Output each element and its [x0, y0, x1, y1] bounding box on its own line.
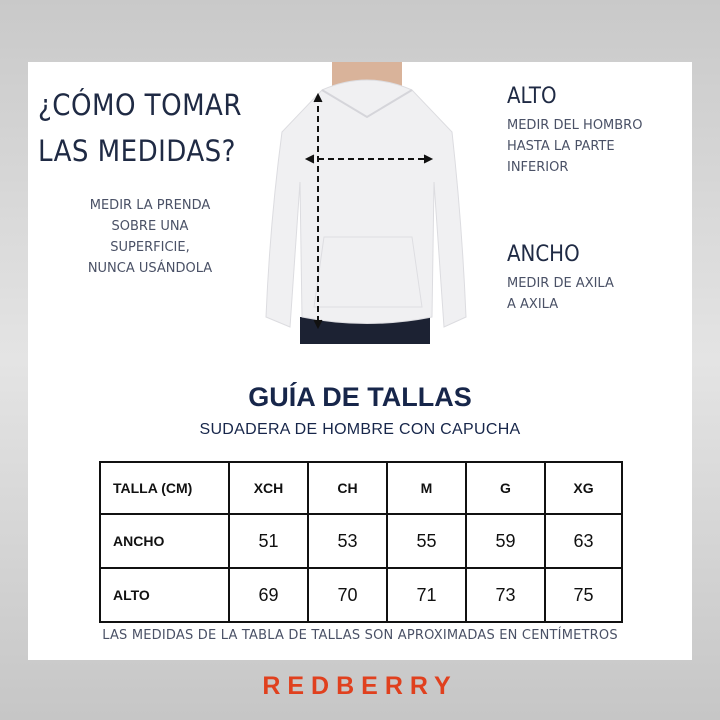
- ancho-text: MEDIR DE AXILA A AXILA: [507, 273, 614, 315]
- row-label: ALTO: [99, 567, 230, 623]
- header-cell: M: [386, 461, 467, 515]
- table-cell: 55: [386, 513, 467, 569]
- table-cell: 51: [228, 513, 309, 569]
- how-to-measure-title: ¿CÓMO TOMAR LAS MEDIDAS?: [38, 82, 242, 174]
- text-line: INFERIOR: [507, 160, 569, 175]
- footnote: LAS MEDIDAS DE LA TABLA DE TALLAS SON AP…: [102, 628, 618, 643]
- table-row: ANCHO 51 53 55 59 63: [99, 513, 623, 569]
- pocket: [313, 236, 423, 308]
- header-cell: TALLA (CM): [99, 461, 230, 515]
- size-guide-title: GUÍA DE TALLAS: [248, 382, 472, 412]
- note-line: NUNCA USÁNDOLA: [87, 261, 213, 276]
- table-row: ALTO 69 70 71 73 75: [99, 567, 623, 623]
- row-label: ANCHO: [99, 513, 230, 569]
- table-cell: 69: [228, 567, 309, 623]
- hoodie-image: [265, 62, 467, 344]
- header-cell: G: [465, 461, 546, 515]
- table-cell: 53: [307, 513, 388, 569]
- text-line: A AXILA: [507, 297, 559, 312]
- table-cell: 70: [307, 567, 388, 623]
- size-guide-subtitle: SUDADERA DE HOMBRE CON CAPUCHA: [199, 421, 521, 438]
- alto-info: ALTO MEDIR DEL HOMBRO HASTA LA PARTE INF…: [507, 84, 642, 178]
- note-line: MEDIR LA PRENDA: [89, 198, 211, 213]
- ancho-info: ANCHO MEDIR DE AXILA A AXILA: [507, 242, 614, 315]
- table-cell: 59: [465, 513, 546, 569]
- size-table: TALLA (CM) XCH CH M G XG ANCHO 51 53 55 …: [99, 461, 623, 623]
- table-cell: 63: [544, 513, 623, 569]
- note-line: SUPERFICIE,: [110, 240, 190, 255]
- alto-text: MEDIR DEL HOMBRO HASTA LA PARTE INFERIOR: [507, 115, 642, 178]
- table-cell: 75: [544, 567, 623, 623]
- header-cell: XCH: [228, 461, 309, 515]
- measure-note: MEDIR LA PRENDA SOBRE UNA SUPERFICIE, NU…: [70, 195, 230, 279]
- header-cell: CH: [307, 461, 388, 515]
- ancho-heading: ANCHO: [507, 242, 580, 267]
- note-line: SOBRE UNA: [111, 219, 189, 234]
- title-line: ¿CÓMO TOMAR: [38, 88, 242, 122]
- text-line: HASTA LA PARTE: [507, 139, 615, 154]
- table-cell: 71: [386, 567, 467, 623]
- text-line: MEDIR DE AXILA: [507, 276, 614, 291]
- text-line: MEDIR DEL HOMBRO: [507, 118, 643, 133]
- title-line: LAS MEDIDAS?: [38, 134, 236, 168]
- table-cell: 73: [465, 567, 546, 623]
- brand-logo: REDBERRY: [262, 672, 458, 700]
- table-header-row: TALLA (CM) XCH CH M G XG: [99, 461, 623, 515]
- header-cell: XG: [544, 461, 623, 515]
- alto-heading: ALTO: [507, 84, 557, 109]
